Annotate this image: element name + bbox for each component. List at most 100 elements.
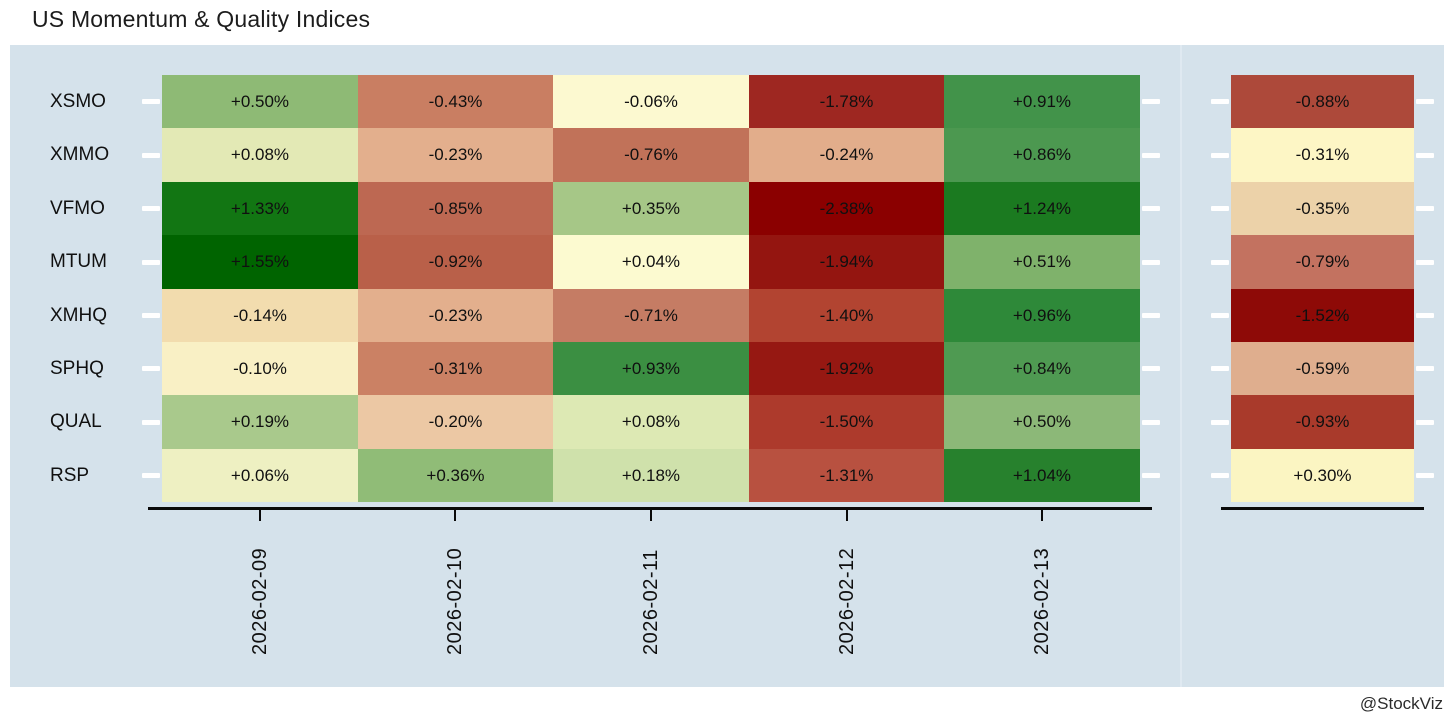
row-tick <box>1142 260 1160 265</box>
x-axis-tick <box>259 510 261 521</box>
heatmap-cell: -0.71% <box>553 289 749 342</box>
heatmap-cell: -1.92% <box>749 342 944 395</box>
heatmap-cell: +0.86% <box>944 128 1140 182</box>
heatmap-cell: +0.84% <box>944 342 1140 395</box>
chart-panel: +0.50% -0.43% -0.06% -1.78% +0.91% +0.08% -0.2… <box>10 45 1444 687</box>
row-label: QUAL <box>50 411 102 432</box>
heatmap-cell: +0.19% <box>162 395 358 449</box>
heatmap-cell: +1.24% <box>944 182 1140 235</box>
row-tick <box>1416 420 1434 425</box>
heatmap-cell: +1.33% <box>162 182 358 235</box>
heatmap-cell: +0.96% <box>944 289 1140 342</box>
heatmap-cell: -0.23% <box>358 289 553 342</box>
summary-cell: -1.52% <box>1231 289 1414 342</box>
heatmap-cell: -0.85% <box>358 182 553 235</box>
row-tick <box>1211 313 1229 318</box>
heatmap-cell: +0.06% <box>162 449 358 502</box>
heatmap-cell: -0.10% <box>162 342 358 395</box>
row-tick <box>1211 206 1229 211</box>
x-axis-date-label: 2026-02-10 <box>444 547 466 655</box>
row-tick <box>142 206 160 211</box>
summary-cell: +0.30% <box>1231 449 1414 502</box>
x-axis-date-label: 2026-02-11 <box>640 549 662 655</box>
row-tick <box>1416 313 1434 318</box>
x-axis-tick <box>1041 510 1043 521</box>
row-tick <box>1142 366 1160 371</box>
summary-cell: -0.79% <box>1231 235 1414 289</box>
row-tick <box>1211 420 1229 425</box>
page-title: US Momentum & Quality Indices <box>32 6 371 32</box>
heatmap-cell: +1.04% <box>944 449 1140 502</box>
heatmap-cell: -1.78% <box>749 75 944 128</box>
heatmap-cell: -0.20% <box>358 395 553 449</box>
row-label: XMHQ <box>50 304 107 326</box>
heatmap-cell: -0.06% <box>553 75 749 128</box>
row-tick <box>1211 99 1229 104</box>
row-tick <box>142 420 160 425</box>
x-axis-tick <box>846 510 848 521</box>
heatmap-cell: -2.38% <box>749 182 944 235</box>
heatmap-cell: -0.23% <box>358 128 553 182</box>
row-tick <box>1142 206 1160 211</box>
x-axis-date-label: 2026-02-13 <box>1031 547 1053 655</box>
heatmap-cell: -1.40% <box>749 289 944 342</box>
heatmap-cell: +0.50% <box>162 75 358 128</box>
row-tick <box>142 473 160 478</box>
panel-divider <box>1180 45 1182 687</box>
row-tick <box>142 260 160 265</box>
row-tick <box>142 153 160 158</box>
heatmap-cell: -0.76% <box>553 128 749 182</box>
row-label: MTUM <box>50 251 107 272</box>
watermark: @StockViz <box>1359 694 1443 713</box>
heatmap-cell: +0.91% <box>944 75 1140 128</box>
row-tick <box>142 99 160 104</box>
row-label: VFMO <box>50 197 105 219</box>
heatmap-cell: -0.31% <box>358 342 553 395</box>
x-axis-tick <box>650 510 652 521</box>
heatmap-cell: +0.35% <box>553 182 749 235</box>
row-label: XMMO <box>50 144 110 165</box>
row-tick <box>1142 153 1160 158</box>
row-tick <box>1142 313 1160 318</box>
heatmap-cell: -1.50% <box>749 395 944 449</box>
heatmap-cell: +0.04% <box>553 235 749 289</box>
heatmap-cell: +0.36% <box>358 449 553 502</box>
x-axis-tick <box>454 510 456 521</box>
heatmap-cell: +0.18% <box>553 449 749 502</box>
row-tick <box>1211 260 1229 265</box>
row-tick <box>1211 473 1229 478</box>
summary-cell: -0.59% <box>1231 342 1414 395</box>
row-tick <box>1211 366 1229 371</box>
row-tick <box>1142 473 1160 478</box>
row-tick <box>142 366 160 371</box>
heatmap-cell: -1.94% <box>749 235 944 289</box>
heatmap-cell: -1.31% <box>749 449 944 502</box>
row-tick <box>1142 99 1160 104</box>
heatmap-cell: -0.92% <box>358 235 553 289</box>
heatmap-cell: +0.08% <box>553 395 749 449</box>
summary-cell: -0.88% <box>1231 75 1414 128</box>
row-tick <box>142 313 160 318</box>
heatmap-cell: +1.55% <box>162 235 358 289</box>
row-tick <box>1416 366 1434 371</box>
summary-cell: -0.35% <box>1231 182 1414 235</box>
row-label: SPHQ <box>50 357 104 379</box>
row-tick <box>1416 473 1434 478</box>
x-axis-main <box>148 507 1152 510</box>
row-tick <box>1416 153 1434 158</box>
heatmap-cell: +0.93% <box>553 342 749 395</box>
row-tick <box>1142 420 1160 425</box>
row-tick <box>1211 153 1229 158</box>
heatmap-cell: -0.43% <box>358 75 553 128</box>
heatmap-cell: +0.50% <box>944 395 1140 449</box>
heatmap-cell: -0.24% <box>749 128 944 182</box>
row-tick <box>1416 99 1434 104</box>
summary-cell: -0.93% <box>1231 395 1414 449</box>
summary-cell: -0.31% <box>1231 128 1414 182</box>
heatmap-cell: -0.14% <box>162 289 358 342</box>
heatmap-cell: +0.08% <box>162 128 358 182</box>
x-axis-date-label: 2026-02-09 <box>249 547 271 655</box>
row-label: RSP <box>50 464 90 486</box>
row-label: XSMO <box>50 90 106 112</box>
row-tick <box>1416 206 1434 211</box>
